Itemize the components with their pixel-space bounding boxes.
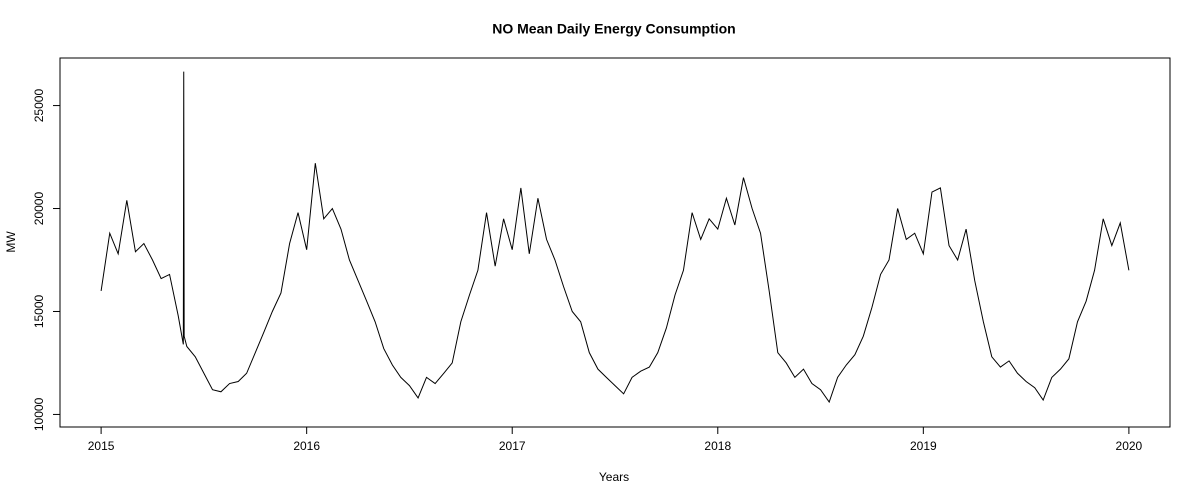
- y-tick-label: 10000: [32, 397, 46, 431]
- y-tick-label: 20000: [32, 192, 46, 226]
- x-axis-label: Years: [599, 470, 629, 484]
- plot-box: [59, 57, 1171, 428]
- x-tick-label: 2015: [88, 439, 115, 453]
- x-tick-label: 2018: [704, 439, 731, 453]
- x-tick-label: 2017: [499, 439, 526, 453]
- y-axis-label: MW: [4, 231, 18, 253]
- y-tick-label: 15000: [32, 294, 46, 328]
- chart-title: NO Mean Daily Energy Consumption: [492, 21, 735, 37]
- x-tick-label: 2019: [910, 439, 937, 453]
- x-tick-label: 2020: [1116, 439, 1143, 453]
- x-tick-label: 2016: [293, 439, 320, 453]
- data-line: [100, 71, 1130, 404]
- y-tick-label: 25000: [32, 89, 46, 123]
